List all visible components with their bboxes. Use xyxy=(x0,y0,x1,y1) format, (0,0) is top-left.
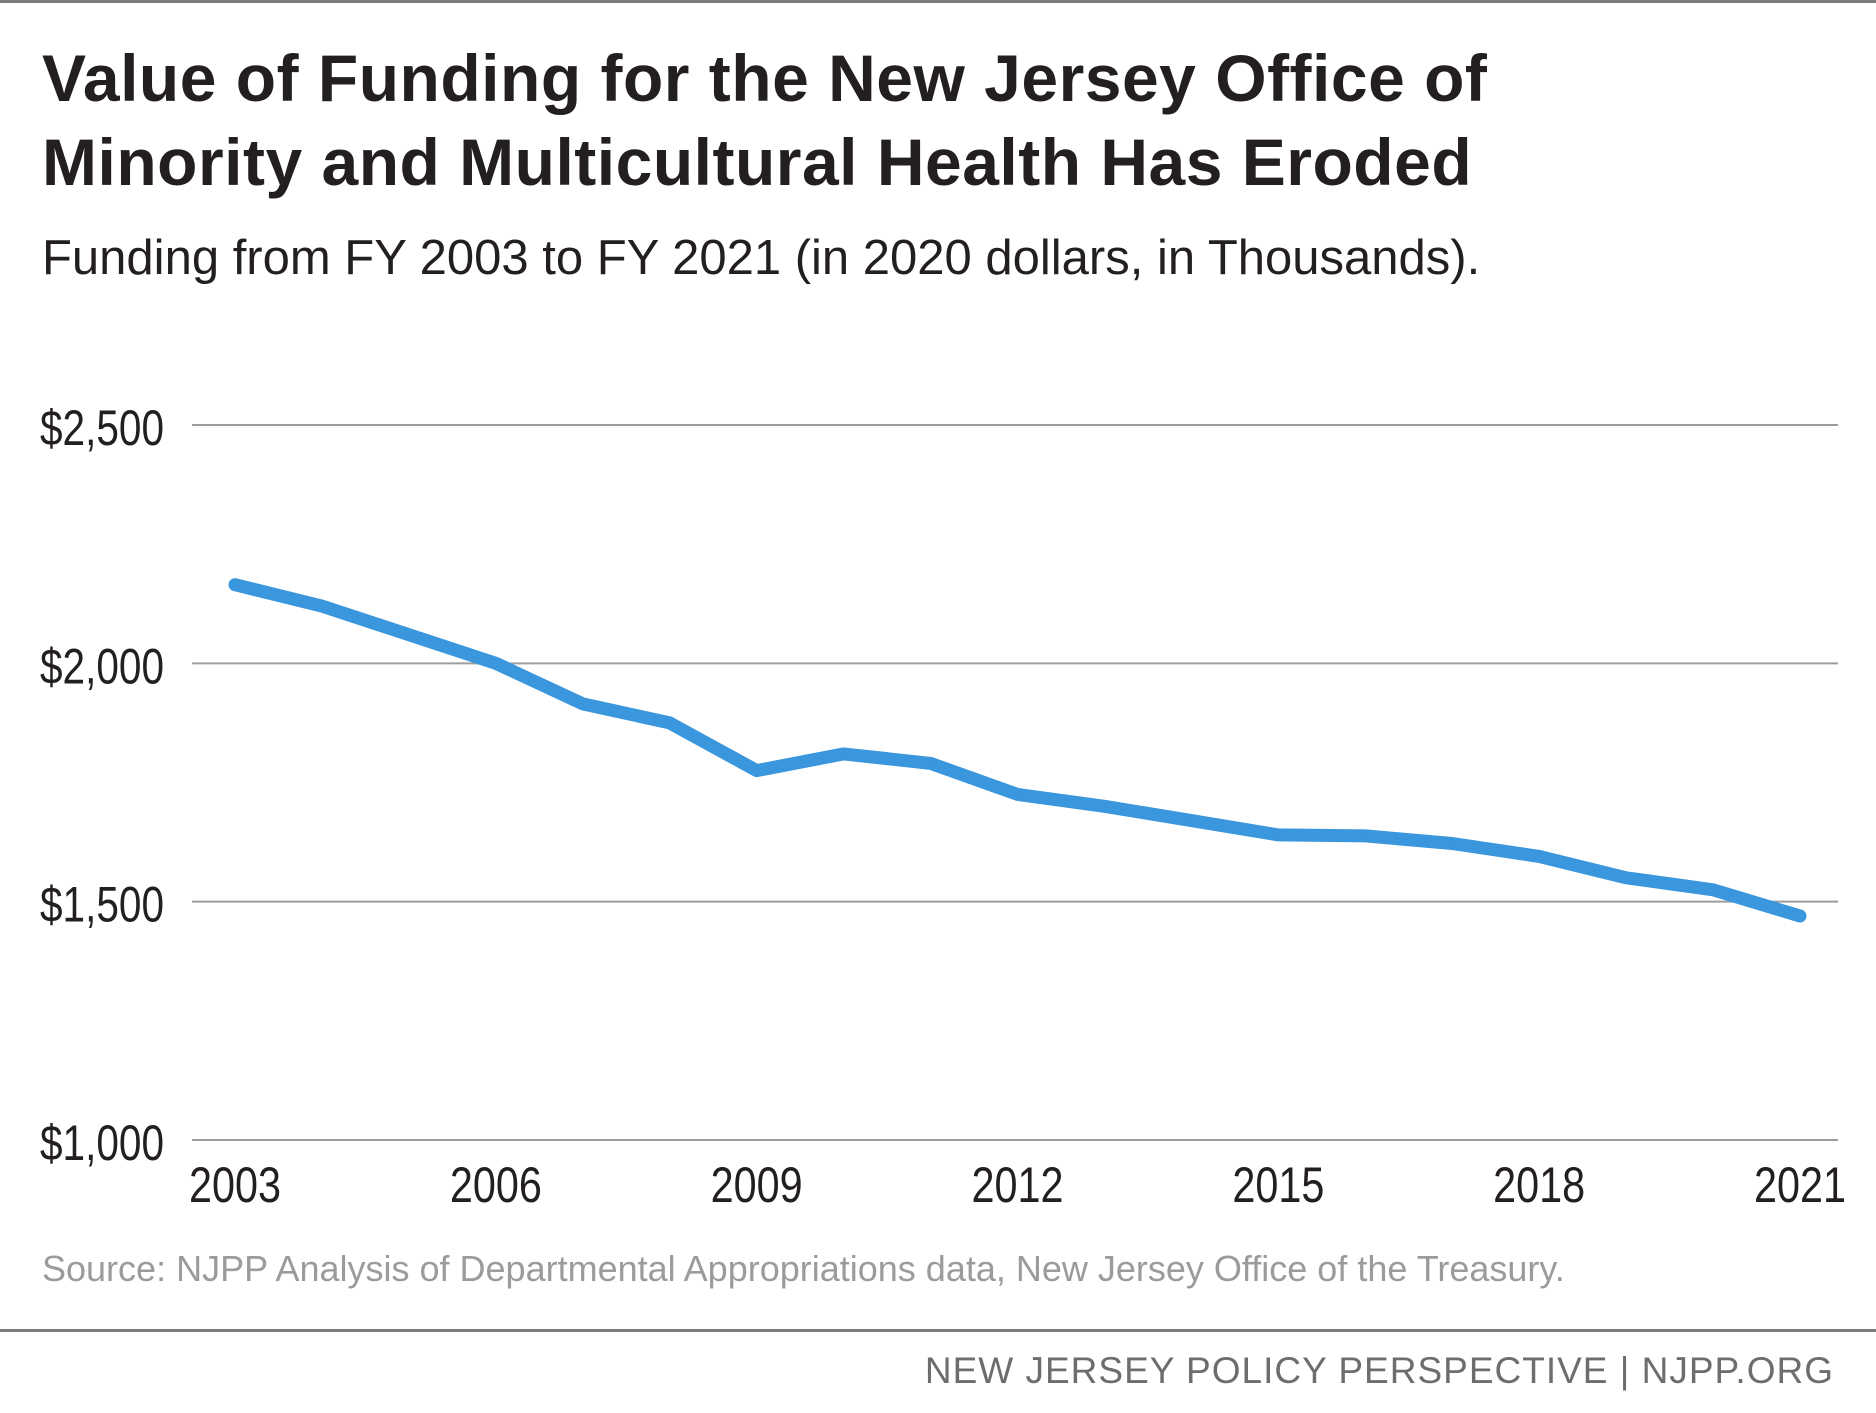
y-tick-label: $1,000 xyxy=(40,1115,164,1171)
x-tick-label: 2021 xyxy=(1754,1157,1846,1213)
data-point xyxy=(669,722,671,724)
gridlines xyxy=(192,424,1838,1141)
x-axis-tick-labels: 2003 2006 2009 2012 2015 2018 2021 xyxy=(189,1157,1846,1213)
data-point xyxy=(1625,877,1627,879)
data-point xyxy=(1103,805,1105,807)
data-point xyxy=(930,762,932,764)
data-point xyxy=(1277,834,1279,836)
data-point xyxy=(756,770,758,772)
data-point xyxy=(234,584,236,586)
x-tick-label: 2012 xyxy=(972,1157,1064,1213)
line-chart: $1,000 $1,500 $2,000 $2,500 2003 2006 2009 201… xyxy=(40,400,1846,1213)
data-point xyxy=(1451,843,1453,845)
x-tick-label: 2009 xyxy=(711,1157,803,1213)
chart-subtitle: Funding from FY 2003 to FY 2021 (in 2020… xyxy=(42,231,1481,285)
x-tick-label: 2015 xyxy=(1232,1157,1324,1213)
data-point xyxy=(843,753,845,755)
y-tick-label: $2,500 xyxy=(40,400,164,456)
y-tick-label: $2,000 xyxy=(40,638,164,694)
chart-title: Value of Funding for the New Jersey Offi… xyxy=(42,36,1842,204)
chart-title-line-2: Minority and Multicultural Health Has Er… xyxy=(42,125,1473,199)
data-point xyxy=(495,662,497,664)
top-rule xyxy=(0,0,1876,3)
series-line xyxy=(228,578,1807,923)
data-point xyxy=(1364,835,1366,837)
y-axis-tick-labels: $1,000 $1,500 $2,000 $2,500 xyxy=(40,400,164,1171)
data-point xyxy=(321,605,323,607)
data-point xyxy=(408,634,410,636)
source-note: Source: NJPP Analysis of Departmental Ap… xyxy=(42,1248,1565,1289)
data-point xyxy=(1538,855,1540,857)
x-tick-label: 2018 xyxy=(1493,1157,1585,1213)
series-layer xyxy=(228,578,1807,923)
bottom-rule xyxy=(0,1329,1876,1332)
data-point xyxy=(582,703,584,705)
data-point xyxy=(1799,915,1801,917)
x-tick-label: 2006 xyxy=(450,1157,542,1213)
data-point xyxy=(1017,793,1018,795)
x-tick-label: 2003 xyxy=(189,1157,281,1213)
y-tick-label: $1,500 xyxy=(40,877,164,933)
data-point xyxy=(1190,820,1192,822)
chart-title-line-1: Value of Funding for the New Jersey Offi… xyxy=(42,41,1488,115)
data-point xyxy=(1712,889,1714,891)
footer-branding: NEW JERSEY POLICY PERSPECTIVE | NJPP.ORG xyxy=(924,1350,1834,1391)
